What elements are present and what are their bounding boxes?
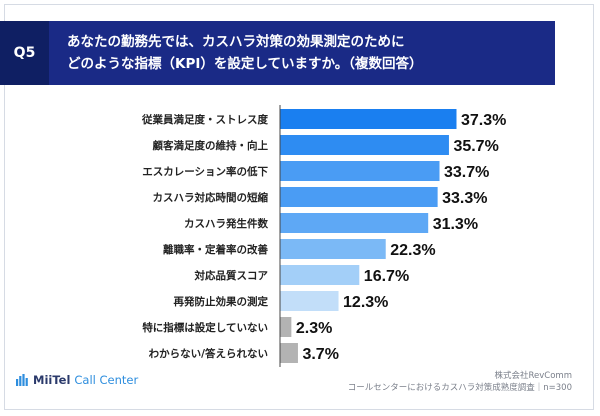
category-label: カスハラ対応時間の短縮 [153, 191, 269, 204]
credit-survey: コールセンターにおけるカスハラ対策成熟度調査｜n=300 [347, 383, 572, 393]
bar [280, 187, 438, 207]
category-label: エスカレーション率の低下 [142, 165, 268, 178]
value-label: 16.7% [364, 268, 409, 285]
credit-company: 株式会社RevComm [494, 371, 572, 381]
question-title-line2: どのような指標（KPI）を設定していますか。（複数回答） [67, 56, 423, 72]
question-title: あなたの勤務先では、カスハラ対策の効果測定のために どのような指標（KPI）を設… [49, 21, 555, 85]
value-label: 37.3% [461, 112, 506, 129]
value-label: 33.7% [444, 164, 489, 181]
bar [280, 265, 360, 285]
value-label: 31.3% [433, 216, 478, 233]
logo-product: Call Center [74, 373, 139, 387]
category-label: 再発防止効果の測定 [174, 295, 269, 308]
question-number-badge: Q5 [0, 21, 49, 85]
miitel-logo: MiiTel Call Center [16, 373, 138, 387]
category-label: 離職率・定着率の改善 [163, 243, 268, 256]
question-header: Q5 あなたの勤務先では、カスハラ対策の効果測定のために どのような指標（KPI… [0, 21, 555, 85]
category-label: 従業員満足度・ストレス度 [141, 113, 268, 126]
bar [280, 343, 298, 363]
bar [280, 317, 292, 337]
bar [280, 161, 440, 181]
bar [280, 109, 457, 129]
question-title-line1: あなたの勤務先では、カスハラ対策の効果測定のために [67, 34, 405, 50]
value-label: 3.7% [302, 346, 338, 363]
category-label: 特に指標は設定していない [142, 321, 268, 334]
category-label: 顧客満足度の維持・向上 [153, 139, 269, 152]
value-label: 12.3% [343, 294, 388, 311]
value-label: 22.3% [390, 242, 435, 259]
source-credit: 株式会社RevComm コールセンターにおけるカスハラ対策成熟度調査｜n=300 [348, 370, 572, 394]
value-label: 33.3% [442, 190, 487, 207]
logo-brand: MiiTel [33, 373, 71, 387]
bar [280, 135, 449, 155]
bar [280, 291, 339, 311]
category-label: カスハラ発生件数 [184, 217, 268, 230]
logo-mark-icon [16, 374, 28, 386]
bar [280, 213, 429, 233]
value-label: 35.7% [453, 138, 498, 155]
bar [280, 239, 386, 259]
value-label: 2.3% [296, 320, 332, 337]
category-label: わからない/答えられない [149, 347, 268, 360]
category-label: 対応品質スコア [194, 269, 269, 282]
logo-text: MiiTel Call Center [33, 373, 138, 387]
